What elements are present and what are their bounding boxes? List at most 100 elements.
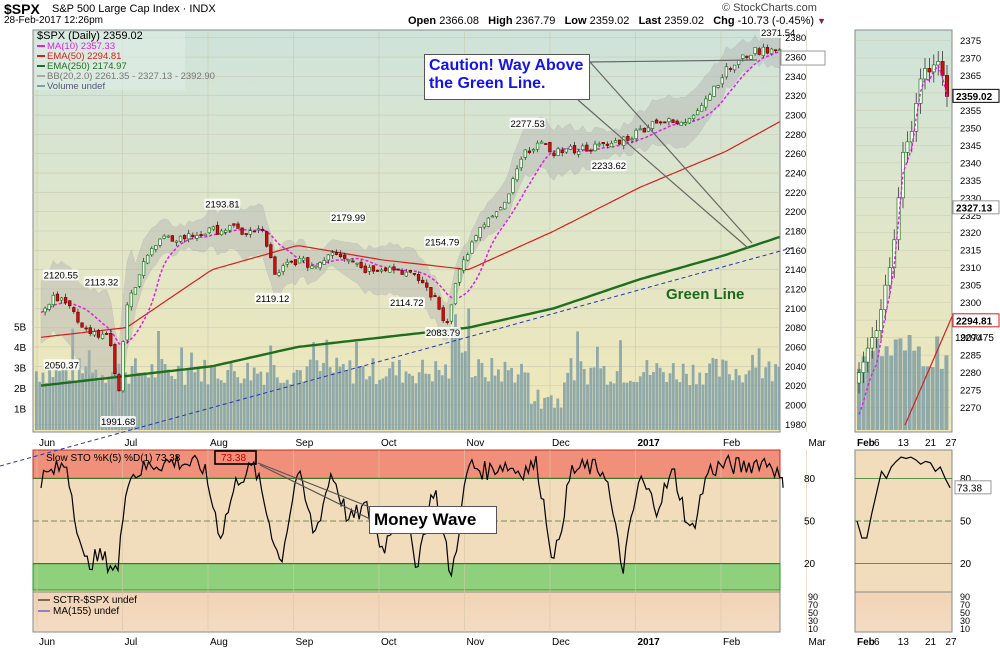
caution-pointer-green	[589, 61, 753, 244]
ema250-line	[40, 235, 781, 387]
price-label-box	[42, 269, 79, 281]
caution-line-2: the Green Line.	[429, 75, 546, 93]
candle-down	[601, 142, 605, 144]
volume-bar	[120, 381, 124, 430]
volume-bar	[757, 348, 761, 430]
candle-up	[178, 235, 183, 242]
x-axis-label-bottom: Feb	[723, 637, 741, 648]
volume-bar	[398, 359, 401, 430]
price-label: 1991.68	[101, 417, 135, 428]
volume-bar	[279, 382, 282, 430]
volume-bar	[355, 341, 358, 430]
candle-up	[203, 233, 207, 236]
candle-up	[285, 261, 289, 265]
side-last-tag-bg	[952, 88, 1000, 103]
sctr-axis-tick: 50	[808, 608, 818, 618]
volume-bar	[671, 363, 675, 430]
x-axis-label: Jul	[125, 438, 138, 449]
side-volume-bar	[930, 367, 935, 430]
volume-bar	[391, 361, 395, 430]
candle-down	[773, 49, 778, 52]
volume-bar	[315, 360, 319, 430]
candle-up	[650, 121, 655, 129]
down-arrow-icon: ▼	[817, 16, 827, 26]
volume-bar	[266, 372, 269, 430]
side-volume-bar	[866, 361, 871, 430]
chart-datetime: 28-Feb-2017 12:26pm	[4, 15, 103, 26]
open-value: 2366.08	[439, 15, 479, 27]
price-axis-tick: 2120	[785, 284, 806, 295]
caution-pointer-green-2	[577, 99, 749, 249]
sctr-axis-tick: 90	[808, 592, 818, 602]
candle-up	[174, 240, 179, 243]
side-last-tag: 2359.02	[956, 92, 993, 103]
volume-bar	[41, 372, 45, 430]
volume-bar	[289, 384, 292, 430]
volume-bar	[51, 377, 55, 430]
volume-bar	[91, 372, 94, 430]
candle-up	[753, 47, 757, 55]
description-text: S&P 500 Large Cap Index	[52, 3, 180, 15]
candle-down	[392, 266, 396, 271]
candle-up	[211, 226, 216, 230]
volume-bar	[104, 382, 108, 430]
side-x-label: Feb	[857, 438, 875, 449]
price-axis-tick: 2100	[785, 304, 806, 315]
side-candle-down	[927, 68, 932, 73]
volume-bar	[543, 397, 546, 430]
volume-bar	[269, 345, 273, 430]
volume-bar	[770, 381, 774, 430]
side-x-label: 21	[925, 438, 937, 449]
volume-bar	[615, 371, 619, 430]
sto-value-box	[214, 450, 257, 465]
candle-down	[55, 293, 60, 302]
x-axis-label: Mar	[809, 438, 827, 449]
candle-up	[453, 283, 458, 305]
side-bb-tag: 2327.13	[956, 203, 993, 214]
volume-bar	[421, 359, 424, 430]
candle-up	[778, 49, 782, 51]
candle-up	[277, 272, 281, 276]
candle-up	[388, 266, 392, 273]
stochastic-panel: 20 50 80 Slow STO %K(5) %D(1) 73.38 73.38 90 9…	[33, 450, 970, 634]
volume-bar	[328, 367, 332, 430]
candle-up	[166, 235, 170, 238]
candle-up	[43, 307, 47, 313]
volume-axis-label: 4B	[14, 343, 27, 354]
sto-axis-tick: 20	[804, 559, 816, 570]
volume-bar	[348, 360, 352, 430]
sto-overbought-band	[32, 449, 781, 479]
candle-up	[330, 252, 335, 256]
volume-bar	[335, 357, 339, 430]
volume-bar	[480, 362, 484, 430]
volume-bar	[262, 384, 266, 430]
chart-description: S&P 500 Large Cap Index · INDX	[52, 3, 216, 15]
volume-bar	[764, 367, 768, 430]
volume-bar	[345, 370, 348, 430]
chg-value: -10.73 (-0.45%)	[737, 15, 815, 27]
candle-up	[404, 271, 408, 277]
candle-up	[248, 230, 252, 235]
volume-bar	[302, 381, 306, 430]
side-axis-tick: 2275	[960, 386, 981, 397]
volume-axis-label: 3B	[14, 364, 27, 375]
volume-bar	[35, 371, 38, 430]
last-label: Last	[638, 15, 662, 27]
candle-down	[396, 268, 400, 271]
price-axis-tick: 1980	[785, 420, 806, 431]
candle-up	[535, 142, 540, 150]
volume-axis-label: 2B	[14, 384, 27, 395]
volume-bar	[444, 364, 447, 430]
volume-bar	[176, 365, 180, 430]
panel-backgrounds	[32, 29, 953, 633]
side-x-label: 13	[898, 438, 910, 449]
volume-bar	[233, 371, 236, 430]
last-value: 2359.02	[664, 15, 705, 27]
candle-down	[199, 234, 203, 237]
candle-up	[322, 260, 326, 265]
candle-up	[59, 297, 64, 301]
candle-down	[572, 145, 577, 154]
price-axis-tick: 2000	[785, 400, 806, 411]
volume-bar	[592, 367, 596, 430]
